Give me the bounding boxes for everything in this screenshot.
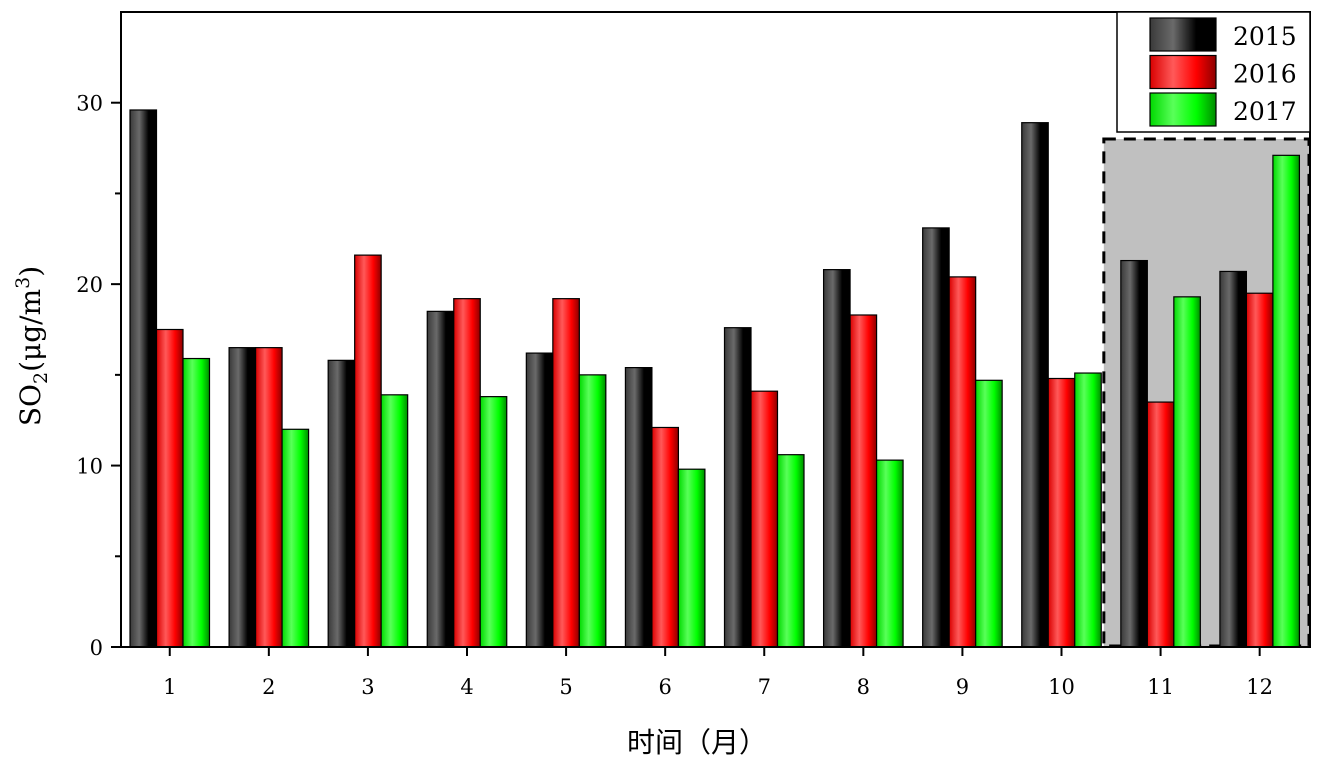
legend: 2015 2016 2017	[1116, 11, 1311, 133]
bar-2015-2	[228, 347, 257, 648]
bar-2016-4	[453, 298, 481, 648]
bar-2015-10	[1021, 122, 1049, 648]
bar-2016-11	[1146, 401, 1175, 648]
bar-2015-5	[525, 352, 554, 648]
bar-2015-12	[1219, 270, 1248, 648]
bar-2017-3	[380, 394, 409, 648]
legend-label-2016: 2016	[1233, 60, 1297, 89]
bar-2016-7	[750, 390, 779, 648]
bar-2016-10	[1047, 377, 1076, 648]
bar-2017-6	[677, 468, 706, 648]
bar-2017-9	[975, 379, 1003, 648]
legend-label-2015: 2015	[1233, 22, 1297, 51]
y-tick-label: 30	[76, 92, 103, 116]
x-tick-label: 9	[956, 675, 969, 699]
bar-2016-9	[948, 276, 977, 648]
y-axis-title-superscript: 3	[12, 277, 34, 289]
bar-2017-12	[1272, 154, 1301, 648]
bar-2016-6	[651, 426, 680, 648]
y-axis-title: SO2(μg/m3)	[12, 266, 52, 426]
x-tick-label: 10	[1048, 675, 1075, 699]
bar-2017-4	[479, 396, 508, 648]
y-axis-title-suffix: )	[14, 266, 47, 277]
bar-2017-5	[578, 374, 607, 648]
x-tick-label: 6	[658, 675, 671, 699]
bar-2016-12	[1245, 292, 1274, 648]
y-axis: 0 10 20 30	[76, 92, 121, 660]
x-axis: 1 2 3 4 5 6 7 8 9 10 11 12	[163, 647, 1273, 699]
y-tick-label: 10	[76, 455, 103, 479]
bar-2016-8	[849, 314, 878, 648]
bar-2017-11	[1173, 296, 1201, 648]
y-axis-title-prefix: SO	[14, 384, 47, 426]
legend-swatch-2017	[1149, 92, 1217, 127]
bar-2017-7	[776, 454, 805, 648]
bar-2015-3	[327, 359, 356, 648]
bar-2015-1	[129, 109, 158, 648]
x-tick-label: 11	[1147, 675, 1174, 699]
bar-2015-9	[922, 227, 950, 648]
bar-2015-7	[723, 327, 752, 648]
y-tick-label: 20	[76, 273, 103, 297]
x-tick-label: 7	[758, 675, 771, 699]
bar-2015-4	[426, 310, 455, 648]
legend-label-2017: 2017	[1233, 97, 1297, 126]
bar-2016-5	[552, 298, 580, 648]
bar-2017-2	[281, 428, 310, 648]
legend-swatch-2016	[1149, 54, 1217, 90]
bar-2016-1	[155, 328, 184, 648]
bar-2015-11	[1120, 259, 1148, 648]
y-axis-title-middle: (μg/m	[14, 289, 47, 372]
bar-2015-6	[624, 367, 653, 648]
bar-2015-8	[822, 269, 851, 648]
bar-2017-1	[182, 357, 211, 648]
x-tick-label: 3	[361, 675, 374, 699]
x-tick-label: 2	[262, 675, 275, 699]
x-tick-label: 1	[163, 675, 176, 699]
x-axis-title: 时间（月）	[627, 726, 767, 759]
bar-2017-10	[1074, 372, 1102, 648]
plot-frame	[120, 11, 1311, 648]
y-tick-label: 0	[90, 636, 103, 660]
y-axis-title-subscript: 2	[30, 372, 52, 384]
bar-2016-2	[254, 347, 283, 648]
bar-2016-3	[354, 254, 382, 648]
x-tick-label: 8	[857, 675, 870, 699]
bar-2017-8	[875, 459, 904, 648]
x-tick-label: 12	[1246, 675, 1273, 699]
x-tick-label: 4	[460, 675, 473, 699]
x-tick-label: 5	[559, 675, 572, 699]
legend-swatch-2015	[1149, 17, 1217, 52]
